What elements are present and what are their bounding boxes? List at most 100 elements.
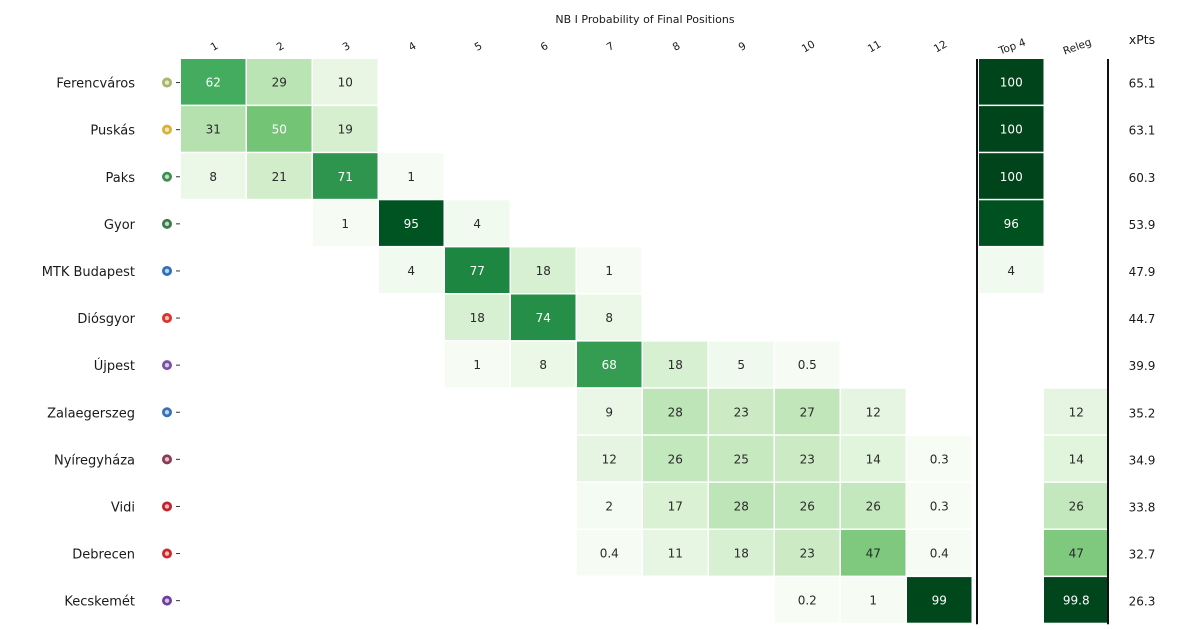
cell-gyor-pos-5-label: 4 bbox=[473, 217, 481, 231]
cell-kecskemet-releg-label: 99.8 bbox=[1063, 594, 1090, 608]
cell-ujpest-pos-9-label: 5 bbox=[737, 358, 745, 372]
cell-mtk-budapest-pos-6-label: 18 bbox=[536, 264, 551, 278]
cell-paks-pos-2-rect bbox=[247, 153, 312, 199]
cell-mtk-budapest-pos-5-rect bbox=[445, 247, 510, 293]
cell-puskas-top4-label: 100 bbox=[1000, 123, 1023, 137]
cell-gyor-pos-3-rect bbox=[313, 200, 378, 246]
team-badge-center bbox=[164, 315, 170, 321]
xpts-kecskemet: 26.3 bbox=[1129, 595, 1156, 609]
cell-nyiregyhaza-releg-label: 14 bbox=[1069, 452, 1084, 466]
column-header-11: 11 bbox=[866, 38, 884, 55]
cell-kecskemet-pos-11-label: 1 bbox=[869, 594, 877, 608]
xpts-nyiregyhaza: 34.9 bbox=[1129, 453, 1156, 467]
cell-ferencvaros-pos-2-label: 29 bbox=[272, 76, 287, 90]
team-badge-center bbox=[164, 457, 170, 462]
cell-debrecen-pos-8-rect bbox=[643, 530, 708, 576]
cell-vidi-pos-11-rect bbox=[841, 482, 906, 529]
cell-ferencvaros-pos-1-rect bbox=[181, 59, 246, 105]
cell-nyiregyhaza-releg-rect bbox=[1044, 435, 1109, 482]
cell-puskas-pos-1-label: 31 bbox=[206, 123, 221, 137]
cell-paks-pos-4-label: 1 bbox=[407, 170, 415, 184]
xpts-ujpest: 39.9 bbox=[1129, 359, 1156, 373]
cell-gyor-pos-3-label: 1 bbox=[341, 217, 349, 231]
xpts-zalaegerszeg: 35.2 bbox=[1129, 406, 1156, 420]
cell-debrecen-releg-label: 47 bbox=[1069, 547, 1084, 561]
team-badge-center bbox=[164, 362, 170, 368]
cell-ferencvaros-top4-rect bbox=[979, 59, 1044, 105]
cell-debrecen-pos-9-label: 18 bbox=[734, 547, 749, 561]
cell-debrecen-pos-12-rect bbox=[907, 530, 972, 576]
cell-debrecen-pos-11-rect bbox=[841, 530, 906, 576]
column-header-6: 6 bbox=[539, 40, 551, 54]
cell-zalaegerszeg-pos-7-rect bbox=[577, 388, 642, 435]
cell-debrecen-pos-12-label: 0.4 bbox=[930, 547, 949, 561]
cell-paks-pos-3-label: 71 bbox=[338, 170, 353, 184]
cell-ujpest-pos-5-rect bbox=[445, 341, 510, 388]
team-label-paks: Paks bbox=[105, 171, 135, 186]
cell-ujpest-pos-5-label: 1 bbox=[473, 358, 481, 372]
cell-zalaegerszeg-pos-10-label: 27 bbox=[800, 405, 815, 419]
column-header-10: 10 bbox=[800, 38, 818, 55]
cell-vidi-releg-label: 26 bbox=[1069, 499, 1084, 513]
column-header-1: 1 bbox=[209, 40, 221, 54]
cell-zalaegerszeg-pos-7-label: 9 bbox=[605, 405, 613, 419]
cell-zalaegerszeg-pos-8-label: 28 bbox=[668, 405, 683, 419]
cell-nyiregyhaza-pos-10-rect bbox=[775, 435, 840, 482]
cell-ujpest-pos-7-label: 68 bbox=[602, 358, 617, 372]
cell-ujpest-pos-9-rect bbox=[709, 341, 774, 388]
cell-zalaegerszeg-pos-11-rect bbox=[841, 388, 906, 435]
cell-puskas-pos-3-label: 19 bbox=[338, 123, 353, 137]
cell-diosgyor-pos-5-label: 18 bbox=[470, 311, 485, 325]
team-badge-center bbox=[164, 268, 170, 274]
cell-nyiregyhaza-pos-9-rect bbox=[709, 435, 774, 482]
xpts-paks: 60.3 bbox=[1129, 171, 1156, 185]
cell-debrecen-pos-10-rect bbox=[775, 530, 840, 576]
cell-puskas-pos-3-rect bbox=[313, 106, 378, 152]
cell-mtk-budapest-top4-rect bbox=[979, 247, 1044, 293]
team-badge-center bbox=[164, 127, 170, 132]
cell-mtk-budapest-pos-6-rect bbox=[511, 247, 576, 293]
cell-ferencvaros-pos-2-rect bbox=[247, 59, 312, 105]
team-label-debrecen: Debrecen bbox=[72, 548, 135, 563]
cell-vidi-pos-7-rect bbox=[577, 482, 642, 529]
cell-diosgyor-pos-6-rect bbox=[511, 294, 576, 341]
team-label-mtk-budapest: MTK Budapest bbox=[42, 265, 135, 280]
column-header-4: 4 bbox=[407, 40, 419, 54]
cell-gyor-pos-4-rect bbox=[379, 200, 444, 246]
cell-debrecen-pos-7-label: 0.4 bbox=[600, 547, 619, 561]
team-badge-center bbox=[164, 551, 170, 556]
team-badge-center bbox=[164, 80, 170, 85]
cell-kecskemet-pos-12-label: 99 bbox=[932, 594, 947, 608]
cell-ujpest-pos-8-label: 18 bbox=[668, 358, 683, 372]
team-badge-center bbox=[164, 221, 170, 227]
cell-nyiregyhaza-pos-12-label: 0.3 bbox=[930, 452, 949, 466]
cell-ferencvaros-pos-1-label: 62 bbox=[206, 76, 221, 90]
cell-paks-pos-1-rect bbox=[181, 153, 246, 199]
cell-puskas-pos-2-rect bbox=[247, 106, 312, 152]
team-badge-center bbox=[164, 174, 170, 179]
cell-ujpest-pos-6-label: 8 bbox=[539, 358, 547, 372]
cell-ujpest-pos-8-rect bbox=[643, 341, 708, 388]
cell-vidi-pos-11-label: 26 bbox=[866, 499, 881, 513]
cell-vidi-pos-8-label: 17 bbox=[668, 499, 683, 513]
column-header-12: 12 bbox=[932, 38, 950, 55]
cell-puskas-top4-rect bbox=[979, 106, 1044, 152]
team-label-vidi: Vidi bbox=[111, 500, 135, 515]
cell-debrecen-releg-rect bbox=[1044, 530, 1109, 576]
column-header-8: 8 bbox=[671, 40, 683, 54]
cell-puskas-pos-1-rect bbox=[181, 106, 246, 152]
cell-paks-pos-3-rect bbox=[313, 153, 378, 199]
column-header-top4: Top 4 bbox=[996, 36, 1027, 57]
team-label-zalaegerszeg: Zalaegerszeg bbox=[47, 406, 135, 421]
team-label-nyiregyhaza: Nyíregyháza bbox=[54, 453, 135, 468]
heatmap-grid: 1 2 3 4 5 6 7 8 9 10 11 12 Top 4 Releg xPtsFerencváros… bbox=[42, 32, 1156, 625]
cell-kecskemet-pos-11-rect bbox=[841, 577, 906, 623]
cell-vidi-pos-10-label: 26 bbox=[800, 499, 815, 513]
cell-nyiregyhaza-pos-8-label: 26 bbox=[668, 452, 683, 466]
cell-debrecen-pos-7-rect bbox=[577, 530, 642, 576]
cell-vidi-pos-12-rect bbox=[907, 482, 972, 529]
team-badge-center bbox=[164, 410, 170, 415]
xpts-vidi: 33.8 bbox=[1129, 500, 1156, 514]
cell-ujpest-pos-7-rect bbox=[577, 341, 642, 388]
